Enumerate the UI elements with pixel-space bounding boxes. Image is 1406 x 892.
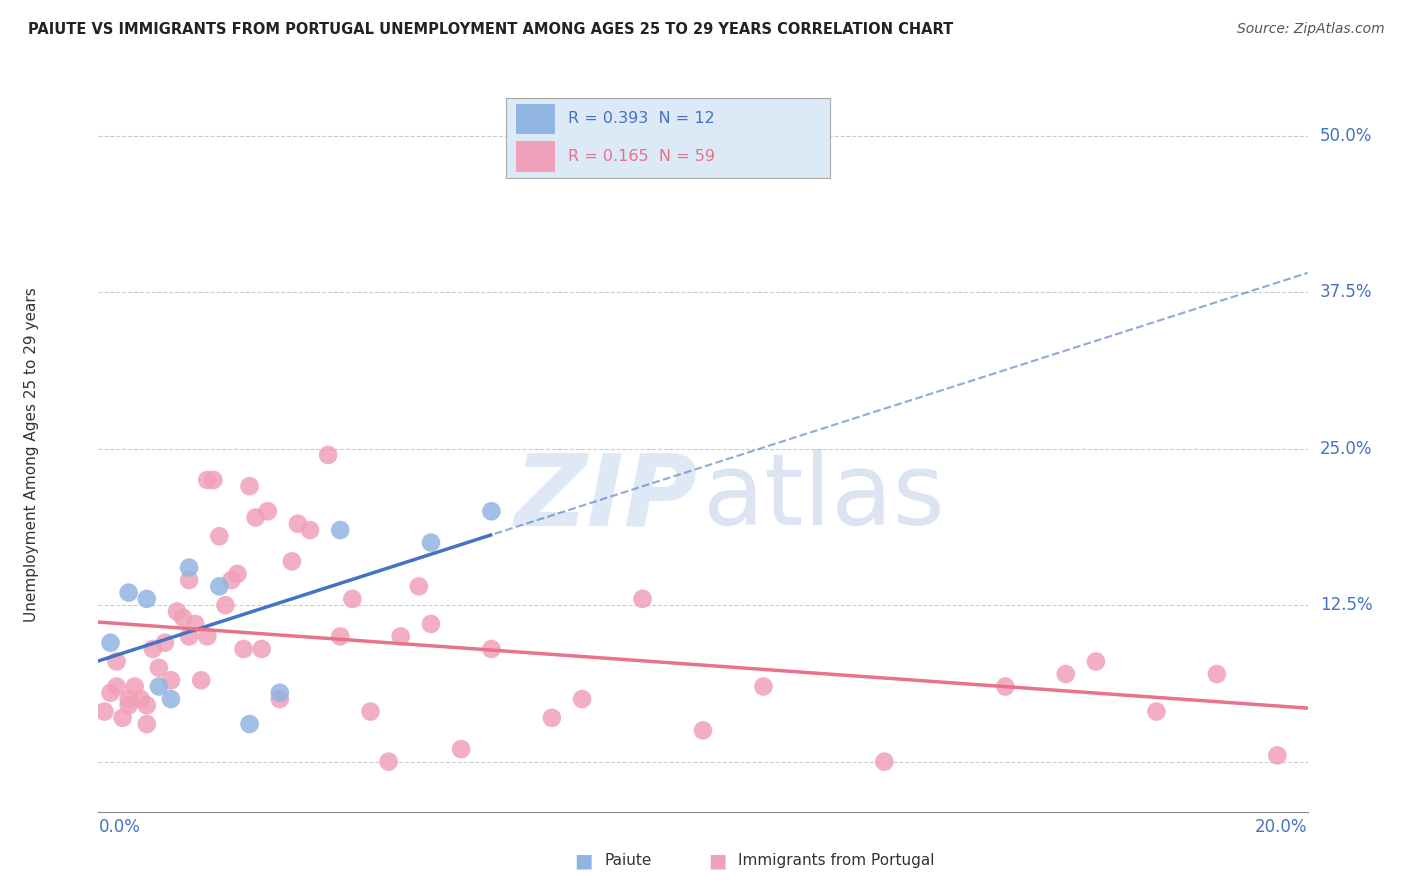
- Point: [329, 523, 352, 537]
- Point: [100, 636, 122, 650]
- Point: [239, 479, 262, 493]
- Point: [232, 642, 254, 657]
- Point: [481, 642, 503, 657]
- Point: [377, 755, 399, 769]
- Text: ZIP: ZIP: [515, 450, 697, 546]
- Text: 37.5%: 37.5%: [1320, 283, 1372, 301]
- Bar: [516, 103, 554, 134]
- Point: [195, 473, 218, 487]
- Point: [93, 705, 115, 719]
- Point: [269, 692, 291, 706]
- Point: [342, 591, 364, 606]
- Point: [239, 717, 262, 731]
- Text: Unemployment Among Ages 25 to 29 years: Unemployment Among Ages 25 to 29 years: [24, 287, 39, 623]
- Text: 0.0%: 0.0%: [98, 818, 141, 836]
- Point: [177, 560, 201, 574]
- Point: [129, 692, 152, 706]
- Point: [135, 717, 157, 731]
- Point: [118, 698, 141, 713]
- Point: [287, 516, 309, 531]
- Point: [408, 579, 430, 593]
- Point: [118, 585, 141, 599]
- Text: 20.0%: 20.0%: [1256, 818, 1308, 836]
- Point: [1054, 667, 1077, 681]
- Point: [135, 698, 157, 713]
- Text: R = 0.165  N = 59: R = 0.165 N = 59: [568, 149, 714, 164]
- Text: 12.5%: 12.5%: [1320, 596, 1372, 615]
- Text: R = 0.393  N = 12: R = 0.393 N = 12: [568, 112, 714, 127]
- Text: ■: ■: [707, 851, 727, 871]
- Point: [631, 591, 654, 606]
- Point: [281, 554, 304, 568]
- Point: [329, 630, 352, 644]
- Point: [245, 510, 267, 524]
- Point: [160, 692, 183, 706]
- Point: [190, 673, 212, 688]
- Point: [202, 473, 225, 487]
- Point: [118, 692, 141, 706]
- Point: [172, 610, 194, 624]
- Point: [226, 566, 249, 581]
- Point: [316, 448, 339, 462]
- Point: [389, 630, 412, 644]
- Point: [105, 680, 128, 694]
- Point: [184, 616, 207, 631]
- Point: [540, 711, 562, 725]
- Point: [124, 680, 146, 694]
- Point: [142, 642, 165, 657]
- Point: [221, 573, 243, 587]
- Point: [177, 573, 201, 587]
- Point: [571, 692, 593, 706]
- Point: [256, 504, 278, 518]
- Point: [450, 742, 472, 756]
- Point: [214, 598, 236, 612]
- Bar: [516, 142, 554, 172]
- Point: [1265, 748, 1288, 763]
- Point: [299, 523, 322, 537]
- Point: [148, 661, 170, 675]
- Point: [481, 504, 503, 518]
- Point: [419, 535, 441, 549]
- Text: PAIUTE VS IMMIGRANTS FROM PORTUGAL UNEMPLOYMENT AMONG AGES 25 TO 29 YEARS CORREL: PAIUTE VS IMMIGRANTS FROM PORTUGAL UNEMP…: [28, 22, 953, 37]
- Point: [135, 591, 157, 606]
- Point: [177, 630, 201, 644]
- Point: [148, 680, 170, 694]
- Point: [105, 655, 128, 669]
- Text: Paiute: Paiute: [605, 854, 652, 868]
- Text: atlas: atlas: [703, 450, 945, 546]
- Text: 25.0%: 25.0%: [1320, 440, 1372, 458]
- Point: [160, 673, 183, 688]
- Point: [100, 686, 122, 700]
- Text: Immigrants from Portugal: Immigrants from Portugal: [738, 854, 935, 868]
- Point: [195, 630, 218, 644]
- Point: [166, 604, 188, 618]
- Point: [994, 680, 1017, 694]
- Point: [419, 616, 441, 631]
- Point: [752, 680, 775, 694]
- Point: [1085, 655, 1108, 669]
- Point: [153, 636, 176, 650]
- Point: [269, 686, 291, 700]
- Point: [250, 642, 273, 657]
- Text: Source: ZipAtlas.com: Source: ZipAtlas.com: [1237, 22, 1385, 37]
- Point: [692, 723, 714, 738]
- Text: ■: ■: [574, 851, 593, 871]
- Point: [208, 579, 231, 593]
- Text: 50.0%: 50.0%: [1320, 127, 1372, 145]
- Point: [111, 711, 134, 725]
- Point: [208, 529, 231, 543]
- Point: [1144, 705, 1167, 719]
- Point: [360, 705, 382, 719]
- Point: [873, 755, 896, 769]
- Point: [1206, 667, 1229, 681]
